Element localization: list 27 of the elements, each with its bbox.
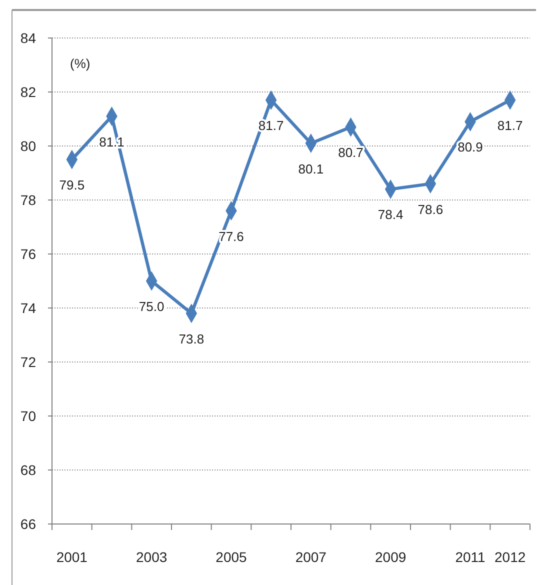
y-tick-label: 66 — [20, 516, 36, 532]
y-tick-label: 74 — [20, 300, 36, 316]
x-tick-label: 2005 — [216, 549, 248, 565]
x-tick-label: 2003 — [136, 549, 168, 565]
data-label: 78.6 — [418, 202, 444, 217]
y-tick-label: 84 — [20, 30, 36, 46]
data-label: 80.9 — [458, 140, 483, 155]
data-label: 80.1 — [298, 161, 324, 176]
data-label: 75.0 — [138, 299, 164, 314]
x-tick-label: 2011 — [455, 549, 486, 565]
y-tick-label: 68 — [20, 462, 36, 478]
y-tick-label: 80 — [20, 138, 36, 154]
x-tick-label: 2012 — [494, 549, 526, 565]
y-tick-label: 70 — [20, 408, 36, 424]
y-axis-title: (%) — [70, 56, 90, 71]
data-label: 73.8 — [178, 331, 204, 346]
y-tick-label: 72 — [20, 354, 36, 370]
x-tick-label: 2009 — [375, 549, 406, 565]
data-label: 78.4 — [378, 207, 404, 222]
y-tick-label: 76 — [20, 246, 36, 262]
x-tick-label: 2007 — [295, 549, 327, 565]
x-tick-label: 2001 — [56, 549, 88, 565]
data-label: 81.7 — [497, 118, 523, 134]
y-tick-label: 78 — [20, 192, 36, 208]
data-label: 80.7 — [338, 145, 364, 160]
y-tick-label: 82 — [20, 84, 36, 100]
data-label: 79.5 — [59, 178, 85, 192]
